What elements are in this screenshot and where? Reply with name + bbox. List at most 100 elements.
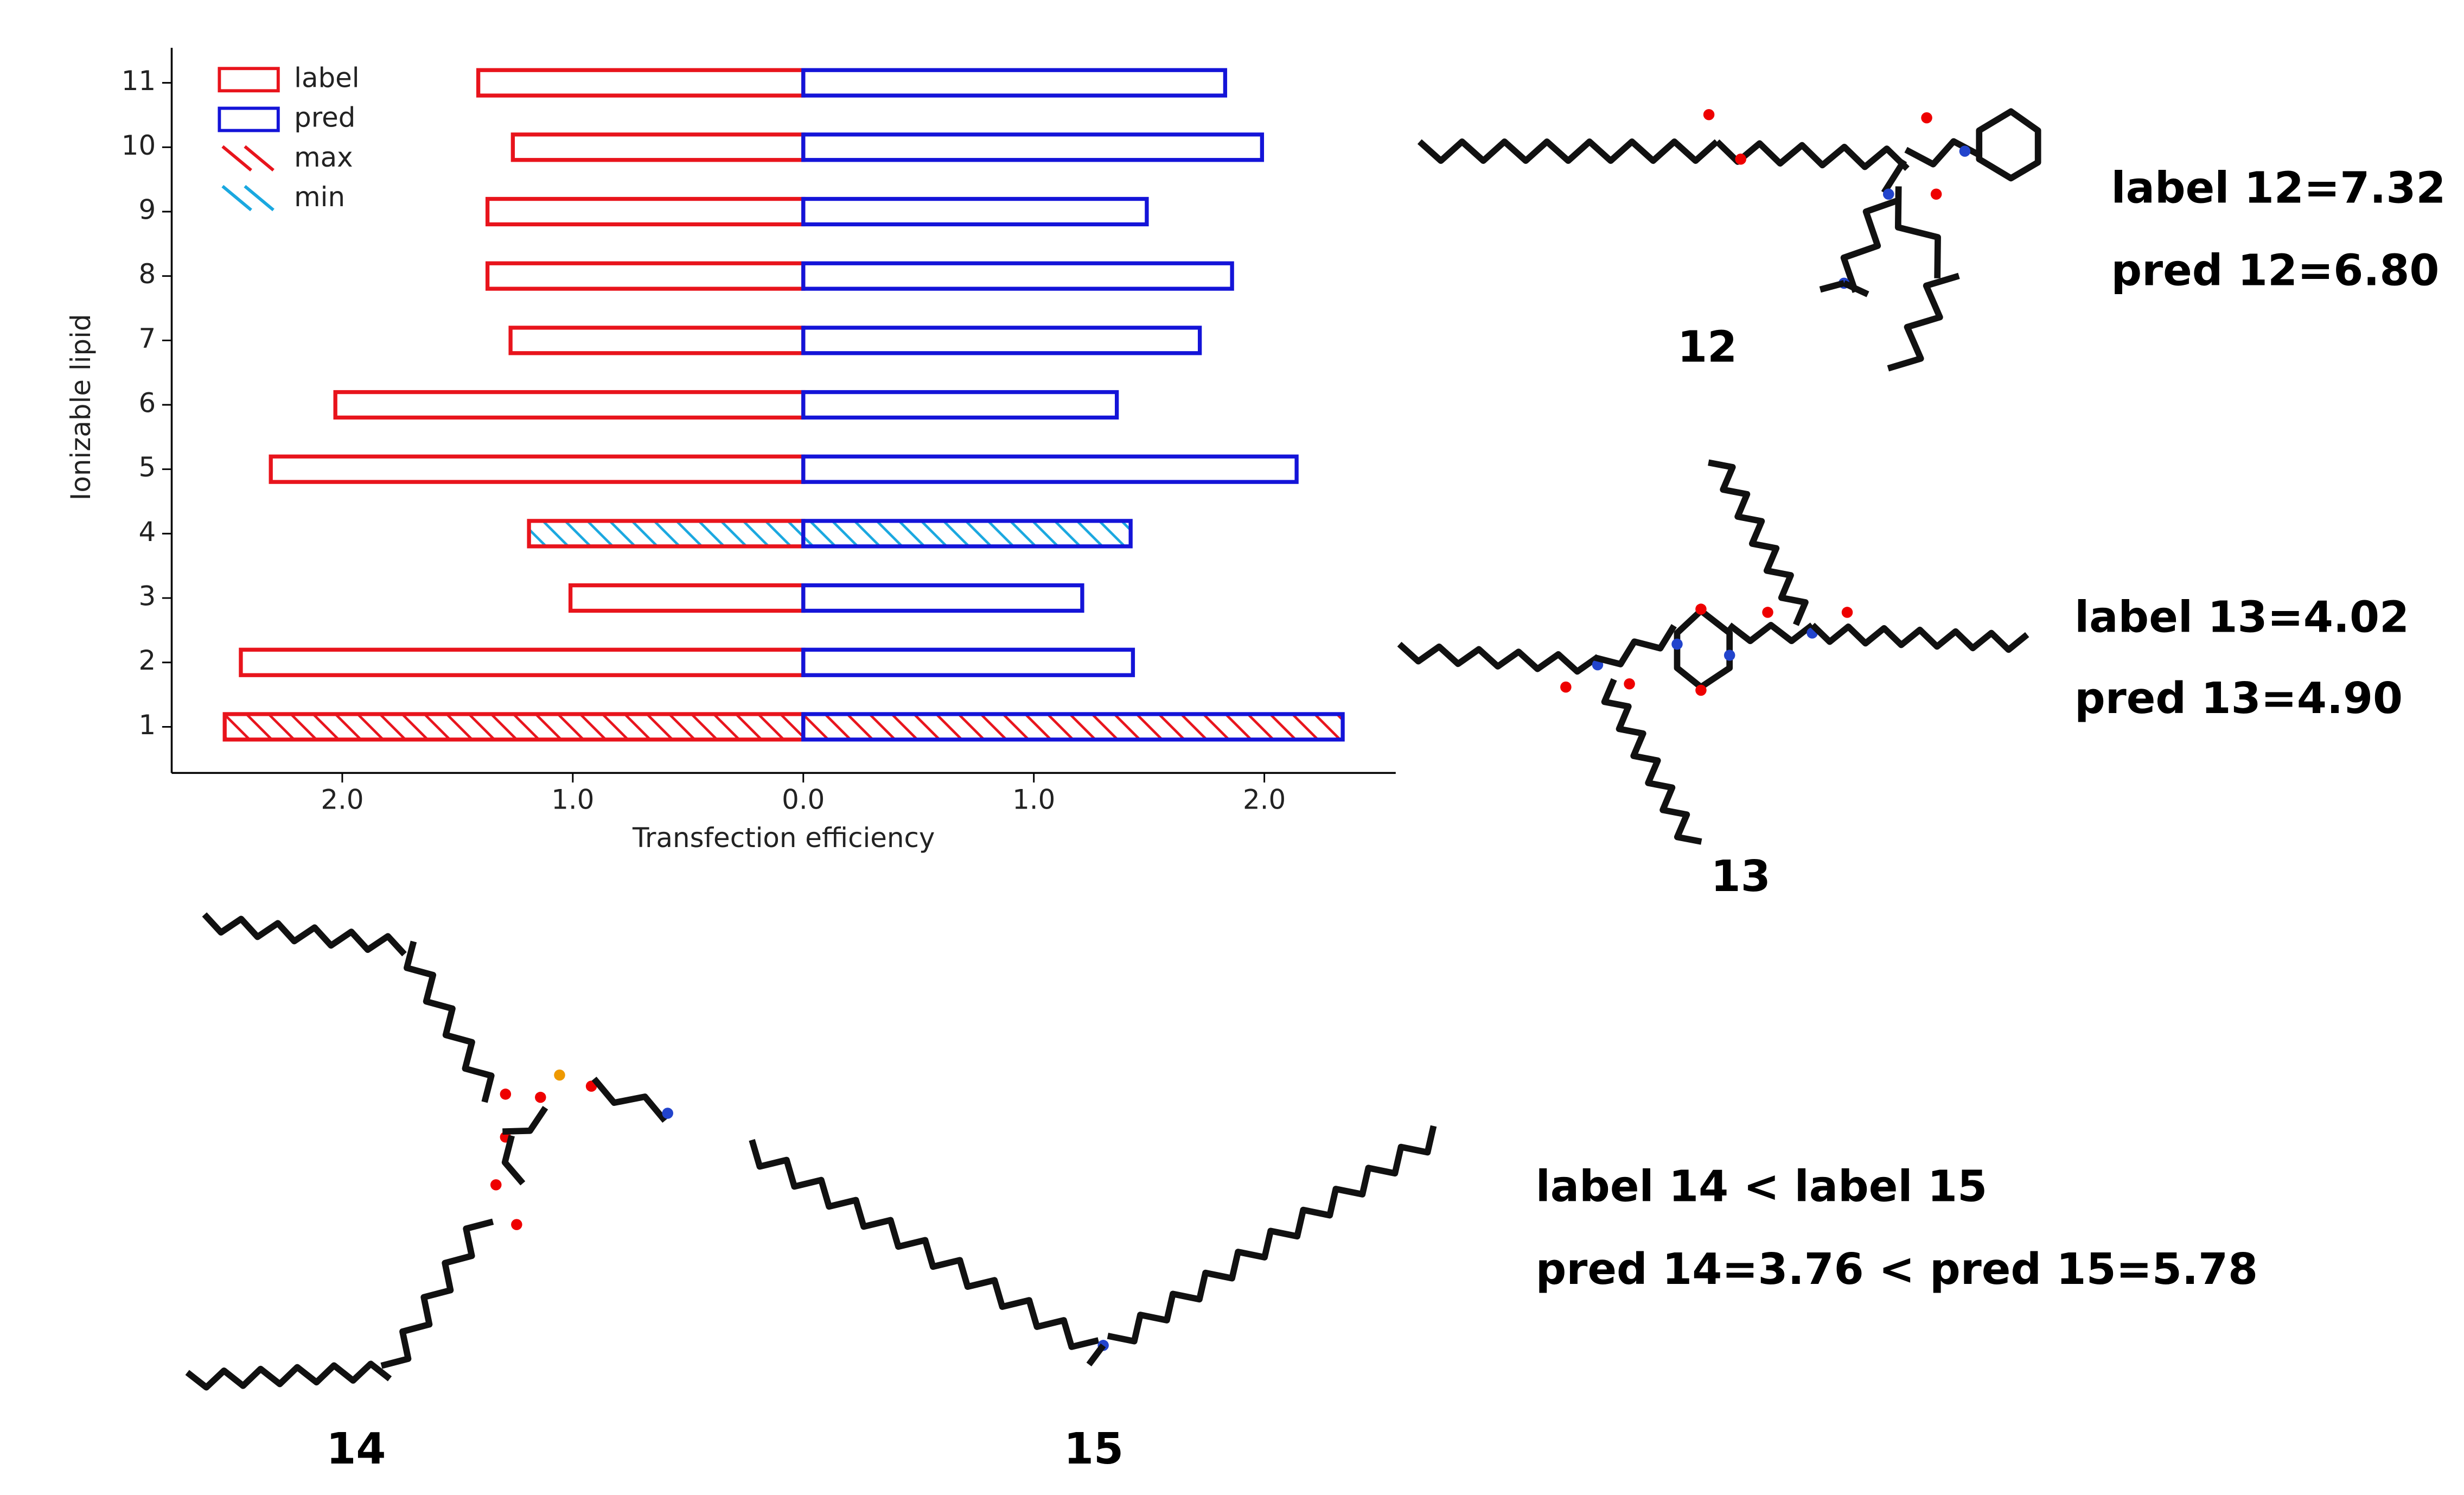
atom: [1882, 188, 1894, 200]
legend-swatch: [218, 67, 280, 93]
bar: [333, 390, 806, 420]
bond: [1810, 622, 2029, 653]
atom: [1671, 638, 1683, 650]
annotation: pred 13=4.90: [2074, 673, 2403, 723]
legend-swatch: [221, 145, 252, 172]
bar: [239, 647, 806, 677]
y-tick-label: 7: [138, 323, 156, 354]
bond: [404, 940, 495, 1103]
molecule-id: 15: [1064, 1424, 1124, 1474]
atom: [1841, 607, 1853, 618]
atom: [1695, 603, 1707, 615]
legend-label: max: [294, 142, 353, 173]
bond: [1842, 280, 1869, 297]
molecule-id: 13: [1711, 851, 1771, 901]
bond: [1715, 139, 1910, 171]
atom: [1723, 650, 1735, 661]
atom: [554, 1069, 565, 1081]
ring: [1674, 607, 1733, 691]
bond: [1894, 186, 1941, 278]
bond: [185, 1360, 392, 1391]
bond: [1881, 158, 1907, 195]
y-tick-label: 2: [138, 645, 156, 676]
legend-swatch: [244, 185, 275, 212]
y-tick-label: 8: [138, 258, 156, 290]
x-axis-label: Transfection efficiency: [632, 822, 935, 854]
annotation: label 14 < label 15: [1536, 1162, 1987, 1212]
bond: [1601, 678, 1702, 845]
bar: [568, 583, 806, 613]
bond: [1819, 280, 1845, 293]
bar: [269, 454, 806, 484]
x-tick-label: 1.0: [1012, 784, 1055, 816]
bond: [501, 1135, 526, 1186]
annotation: label 13=4.02: [2074, 593, 2409, 642]
bar: [801, 519, 1133, 549]
x-tick-label: 1.0: [551, 784, 594, 816]
bar: [222, 712, 806, 742]
bar: [476, 68, 806, 98]
atom: [490, 1179, 502, 1191]
y-axis-label: Ionizable lipid: [65, 314, 97, 500]
bar: [485, 196, 806, 227]
bond: [1397, 641, 1600, 675]
atom: [1560, 681, 1572, 693]
bar: [801, 132, 1265, 162]
y-tick-label: 4: [138, 516, 156, 548]
molecule-id: 12: [1677, 322, 1737, 372]
x-tick-label: 0.0: [782, 784, 825, 816]
legend-swatch: [244, 145, 275, 172]
bar: [801, 454, 1299, 484]
atom: [1695, 684, 1707, 696]
bar: [801, 390, 1119, 420]
ring: [1976, 108, 2041, 182]
y-tick-label: 11: [122, 65, 156, 97]
bond: [1727, 622, 1815, 645]
bar: [801, 583, 1084, 613]
bar: [801, 68, 1228, 98]
bar: [510, 132, 806, 162]
legend-label: pred: [294, 102, 355, 133]
y-tick-label: 3: [138, 581, 156, 612]
x-tick-label: 2.0: [1243, 784, 1286, 816]
atom: [1959, 145, 1971, 157]
atom: [1930, 188, 1942, 200]
atom: [1735, 154, 1746, 165]
bond: [380, 1218, 494, 1369]
bond: [591, 1077, 668, 1123]
bar: [801, 196, 1149, 227]
bond: [202, 912, 407, 957]
atom: [1921, 112, 1932, 124]
y-tick-label: 9: [138, 194, 156, 225]
bar: [801, 712, 1345, 742]
atom: [511, 1219, 522, 1230]
bond: [1593, 624, 1677, 667]
molecule-id: 14: [326, 1424, 386, 1474]
bar: [801, 647, 1135, 677]
legend-label: label: [294, 62, 359, 93]
molecule-drawings: [185, 108, 2041, 1391]
bond: [749, 1139, 1100, 1350]
bond: [1417, 138, 1719, 164]
bond: [1887, 272, 1960, 372]
bar: [801, 261, 1234, 291]
atom: [1624, 678, 1635, 690]
bar: [508, 326, 806, 355]
annotation: pred 12=6.80: [2111, 246, 2439, 296]
x-tick-label: 2.0: [321, 784, 363, 816]
bar: [527, 519, 806, 549]
bar: [485, 261, 806, 291]
y-tick-label: 5: [138, 451, 156, 483]
bond: [502, 1105, 548, 1135]
y-tick-label: 6: [138, 387, 156, 419]
chart: 2.0 1.0 0.0 1.0 2.0 Transfection efficiency Io…: [65, 48, 1396, 854]
legend-swatch: [218, 106, 280, 132]
y-tick-label: 10: [122, 130, 156, 161]
atom: [662, 1108, 673, 1119]
y-tick-label: 1: [138, 709, 156, 741]
atom: [500, 1089, 512, 1100]
bond: [1708, 459, 1809, 626]
atom: [1762, 607, 1773, 618]
legend-label: min: [294, 181, 345, 213]
